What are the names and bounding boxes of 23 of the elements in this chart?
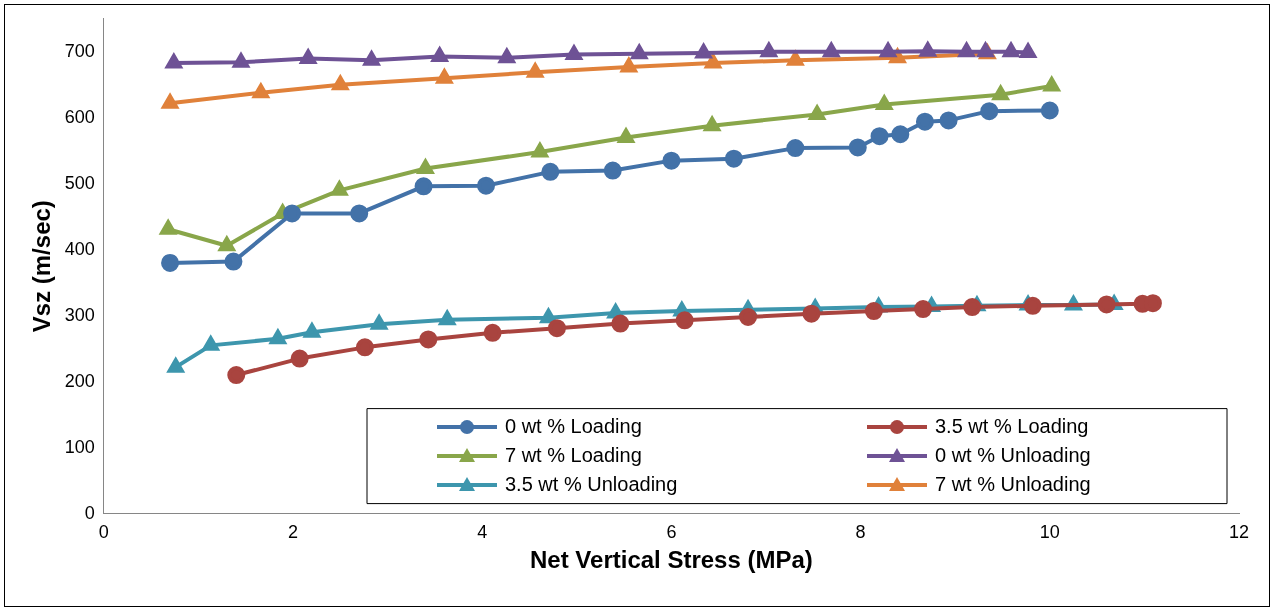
x-axis-title: Net Vertical Stress (MPa) <box>530 546 813 574</box>
y-tick-label: 100 <box>64 436 95 457</box>
y-tick-label: 400 <box>64 238 95 259</box>
x-tick-label: 12 <box>1228 522 1250 543</box>
legend-label: 7 wt % Loading <box>505 443 642 466</box>
x-tick-label: 4 <box>477 522 488 543</box>
y-tick-label: 700 <box>64 40 95 61</box>
y-tick-label: 500 <box>64 172 95 193</box>
legend-label: 0 wt % Unloading <box>935 443 1091 466</box>
y-tick-label: 200 <box>64 370 95 391</box>
y-axis-title: Vsz (m/sec) <box>28 200 56 333</box>
y-tick-label: 300 <box>64 304 95 325</box>
y-tick-label: 600 <box>64 106 95 127</box>
legend-label: 3.5 wt % Unloading <box>505 472 678 495</box>
legend-label: 3.5 wt % Loading <box>935 414 1089 437</box>
x-tick-label: 8 <box>855 522 866 543</box>
legend-label: 7 wt % Unloading <box>935 472 1091 495</box>
x-tick-label: 10 <box>1039 522 1060 543</box>
legend-label: 0 wt % Loading <box>505 414 642 437</box>
x-tick-label: 6 <box>666 522 677 543</box>
x-tick-label: 0 <box>98 522 109 543</box>
y-tick-label: 0 <box>84 502 95 523</box>
x-tick-label: 2 <box>288 522 299 543</box>
